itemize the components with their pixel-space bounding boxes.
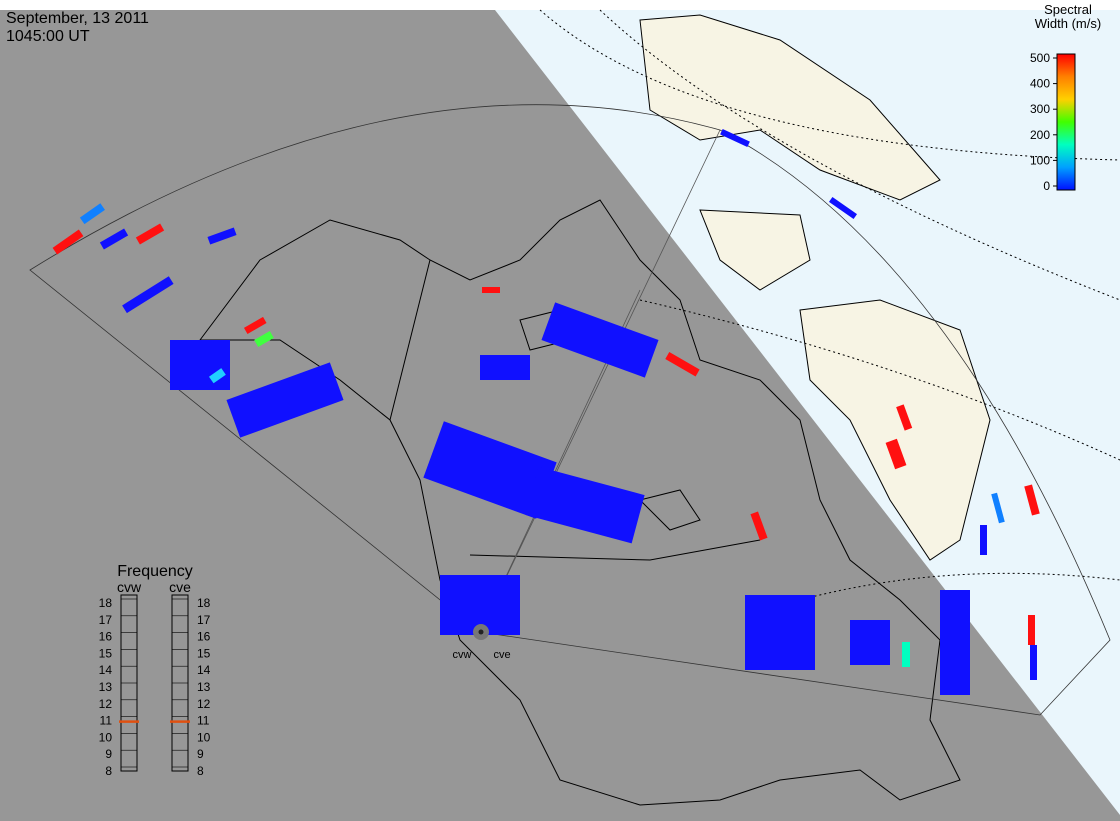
frequency-tick-label: 14 [99,663,113,677]
frequency-tick-label: 11 [100,714,113,728]
frequency-tick-label: 13 [197,680,211,694]
colorbar-title: Spectral [1044,2,1092,17]
frequency-tick-label: 16 [99,630,113,644]
frequency-tick-label: 9 [197,747,204,761]
site-label: cve [493,649,510,661]
land-day [799,299,991,561]
frequency-title: Frequency [117,563,193,580]
frequency-tick-label: 17 [99,613,113,627]
colorbar-tick-label: 300 [1030,102,1050,116]
frequency-tick-label: 11 [197,714,210,728]
frequency-tick-label: 9 [105,747,112,761]
radar-name: cve [169,579,191,595]
frequency-tick-label: 18 [197,596,211,610]
frequency-tick-label: 13 [99,680,113,694]
echoes [52,128,1040,695]
frequency-tick-label: 17 [197,613,211,627]
frequency-tick-label: 15 [197,646,211,660]
colorbar [1056,53,1076,191]
frequency-tick-label: 12 [197,697,211,711]
radar-site [478,629,484,635]
frequency-tick-label: 8 [197,764,204,778]
colorbar-tick-label: 100 [1030,153,1050,167]
site-label: cvw [453,649,472,661]
frequency-tick-label: 8 [105,764,112,778]
grid [539,9,1120,601]
colorbar-tick-label: 500 [1030,51,1050,65]
time-label: 1045:00 UT [6,28,90,45]
frequency-tick-label: 16 [197,630,211,644]
land-day [699,209,811,291]
colorbar-title: Width (m/s) [1035,16,1101,31]
frequency-tick-label: 10 [99,730,113,744]
frequency-tick-label: 14 [197,663,211,677]
frequency-tick-label: 12 [99,697,113,711]
radar-name: cvw [117,579,142,595]
frequency-tick-label: 10 [197,730,211,744]
frequency-tick-label: 15 [99,646,113,660]
colorbar-tick-label: 200 [1030,128,1050,142]
land-day [639,14,941,201]
date-label: September, 13 2011 [6,10,149,27]
colorbar-tick-label: 0 [1043,179,1050,193]
colorbar-tick-label: 400 [1030,77,1050,91]
frequency-tick-label: 18 [99,596,113,610]
